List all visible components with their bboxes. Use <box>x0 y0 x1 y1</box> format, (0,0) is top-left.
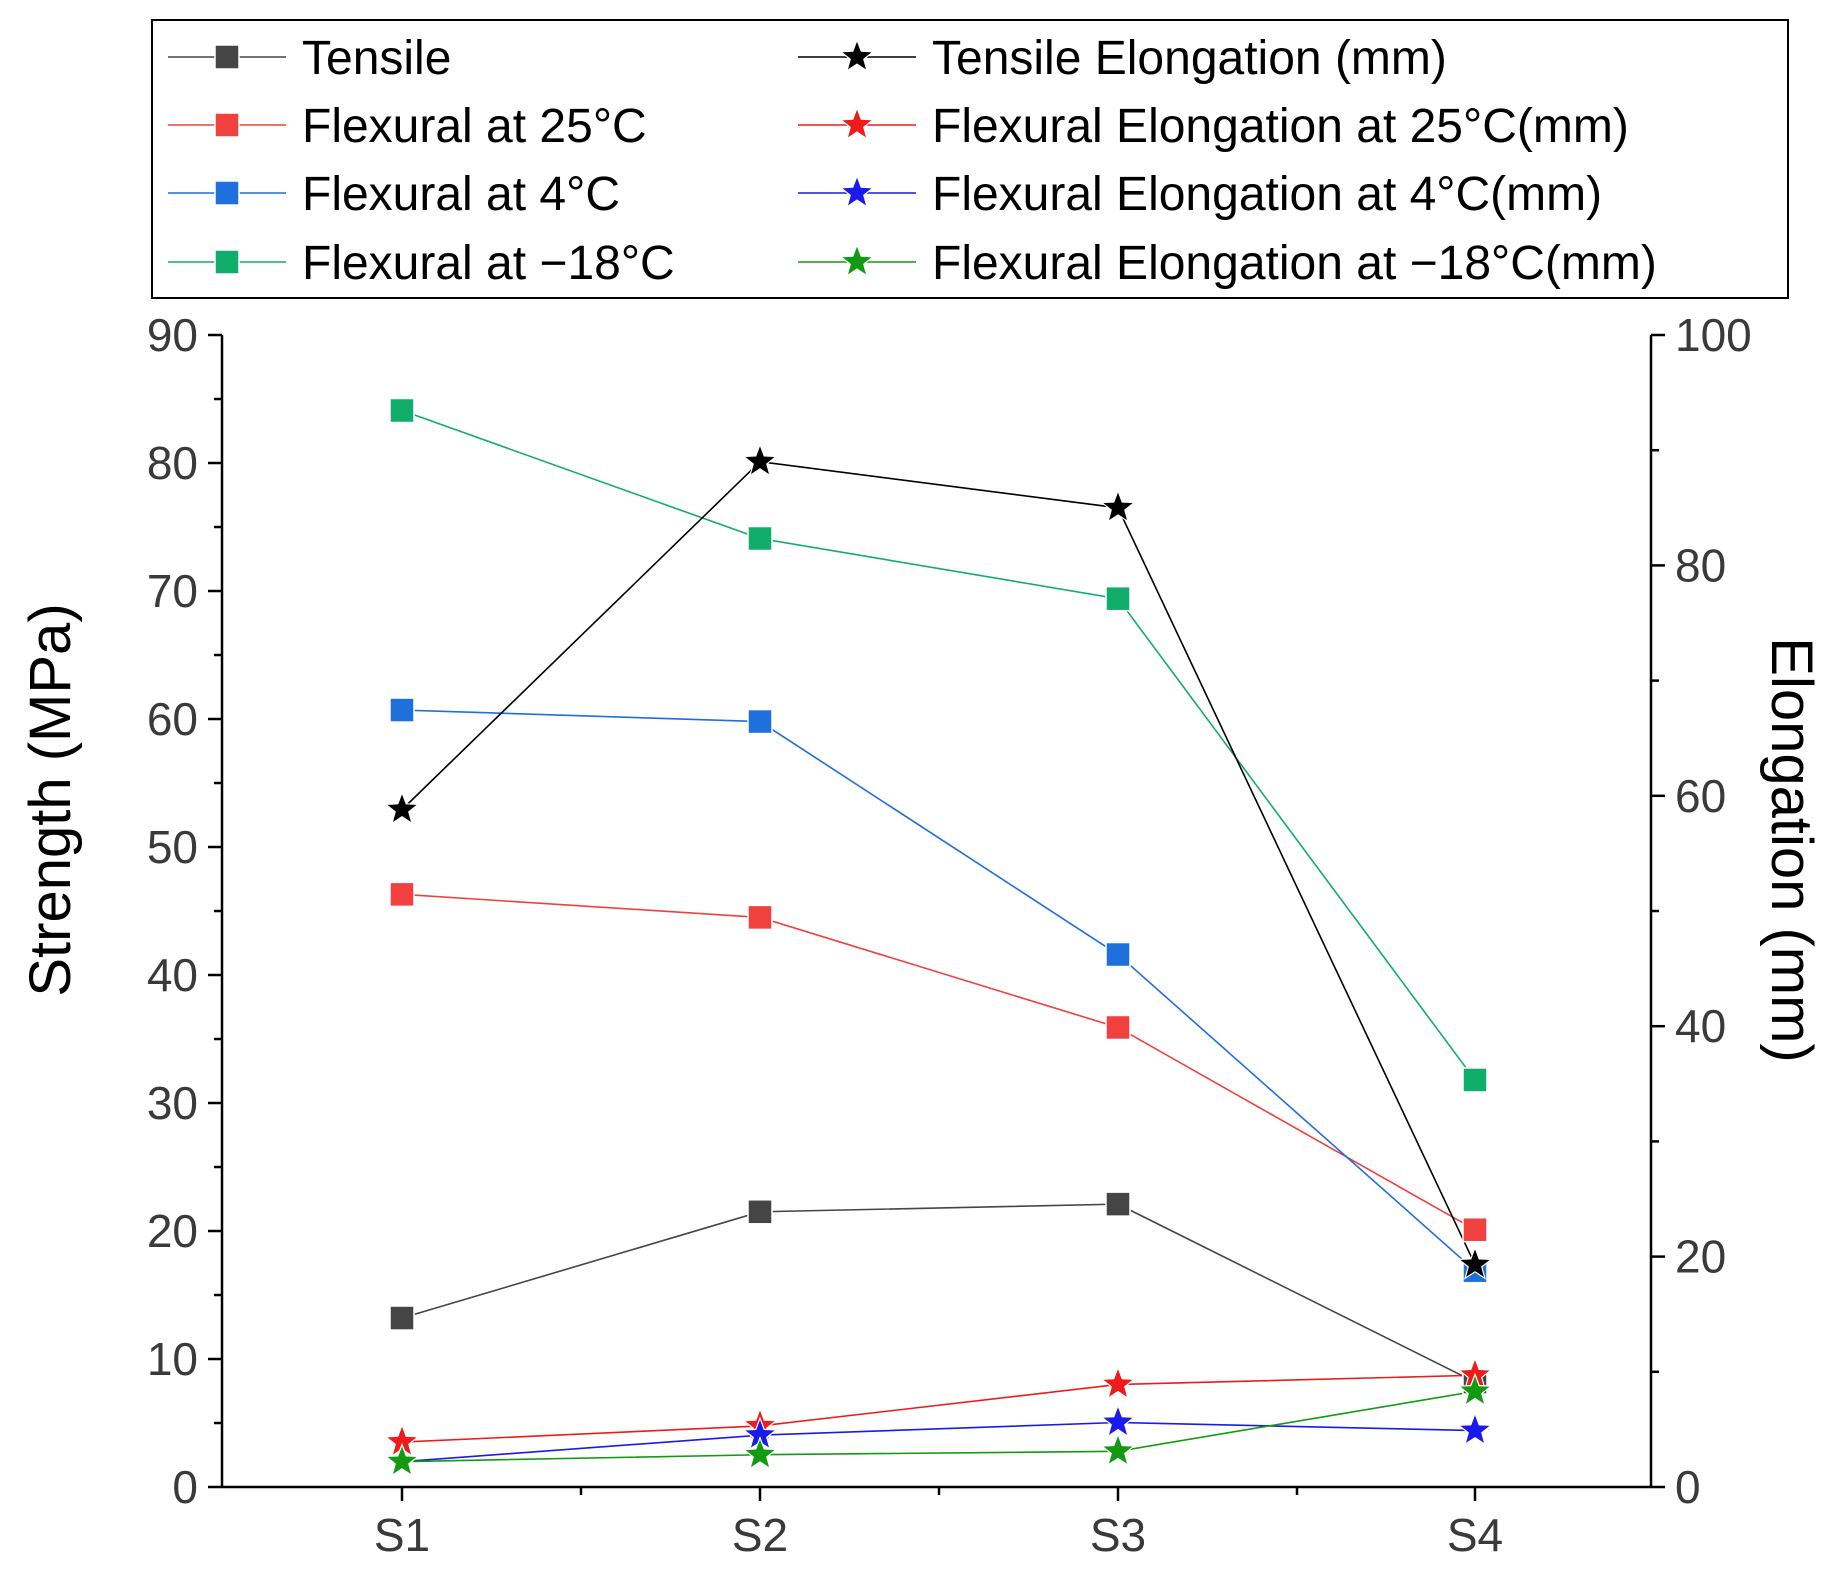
left-axis-title: Strength (MPa) <box>18 603 83 996</box>
plot-area: 0 10 20 30 40 50 60 70 80 90 0 20 40 60 80 100 S1 S2 S3 S4 <box>147 309 1752 1561</box>
data-point-7-0 <box>384 1442 420 1477</box>
data-point-7-1 <box>742 1436 778 1470</box>
data-point-1-1 <box>747 904 773 931</box>
series-line-5 <box>401 1374 1476 1443</box>
right-tick-label: 80 <box>1675 539 1726 591</box>
data-point-2-2 <box>1105 941 1131 968</box>
legend-box <box>151 19 1789 299</box>
series-line-7 <box>401 1390 1476 1463</box>
legend-item: Flexural at 25°C <box>168 100 647 153</box>
left-tick-label: 40 <box>147 949 198 1001</box>
series-markers <box>384 397 1493 1477</box>
right-axis-title: Elongation (mm) <box>1759 637 1824 1062</box>
data-point-2-1 <box>747 708 773 735</box>
left-tick-label: 10 <box>147 1333 198 1385</box>
legend-label: Flexural Elongation at 4°C(mm) <box>932 168 1602 221</box>
data-point-1-3 <box>1462 1216 1488 1243</box>
series-line-1 <box>401 893 1476 1231</box>
data-point-3-2 <box>1105 585 1131 612</box>
legend-item: Tensile <box>168 32 451 85</box>
legend-label: Flexural at 25°C <box>302 100 647 153</box>
left-tick-label: 20 <box>147 1205 198 1257</box>
legend-item: Flexural Elongation at 4°C(mm) <box>798 168 1602 221</box>
legend: Tensile Flexural at 25°C Flexural at 4°C Fl… <box>151 19 1789 299</box>
data-point-0-2 <box>1105 1191 1131 1217</box>
right-tick-label: 60 <box>1675 770 1726 822</box>
left-tick-label: 0 <box>172 1461 198 1513</box>
legend-item: Flexural at 4°C <box>168 168 620 221</box>
legend-item: Tensile Elongation (mm) <box>798 32 1447 85</box>
data-point-4-2 <box>1100 489 1136 523</box>
right-tick-label: 100 <box>1675 309 1752 361</box>
legend-marker <box>214 112 240 138</box>
left-tick-label: 50 <box>147 821 198 873</box>
data-point-0-1 <box>747 1199 773 1225</box>
legend-marker <box>214 44 240 70</box>
legend-label: Flexural at 4°C <box>302 168 620 221</box>
data-point-5-2 <box>1100 1365 1136 1400</box>
left-tick-label: 80 <box>147 437 198 489</box>
series-line-2 <box>401 709 1476 1272</box>
data-point-7-2 <box>1100 1432 1136 1467</box>
legend-label: Flexural at −18°C <box>302 237 675 290</box>
legend-marker <box>214 249 240 275</box>
legend-item: Flexural Elongation at 25°C(mm) <box>798 100 1629 153</box>
left-tick-label: 70 <box>147 565 198 617</box>
legend-marker <box>839 174 875 209</box>
data-point-4-1 <box>742 443 778 477</box>
data-point-7-3 <box>1457 1372 1493 1407</box>
series-lines <box>401 409 1476 1463</box>
series-line-4 <box>401 460 1476 1266</box>
series-line-0 <box>401 1203 1476 1383</box>
legend-label: Tensile Elongation (mm) <box>932 32 1447 85</box>
data-point-3-1 <box>747 525 773 552</box>
data-point-1-0 <box>389 881 415 908</box>
x-tick-label: S1 <box>374 1509 430 1561</box>
legend-item: Flexural at −18°C <box>168 237 675 290</box>
x-tick-label: S2 <box>732 1509 788 1561</box>
data-point-3-0 <box>389 397 415 424</box>
legend-marker <box>214 180 240 206</box>
data-point-0-0 <box>389 1305 415 1331</box>
right-tick-label: 0 <box>1675 1461 1701 1513</box>
legend-label: Tensile <box>302 32 451 85</box>
legend-item: Flexural Elongation at −18°C(mm) <box>798 237 1657 290</box>
left-tick-label: 30 <box>147 1077 198 1129</box>
data-point-4-0 <box>384 790 420 825</box>
data-point-1-2 <box>1105 1014 1131 1041</box>
legend-label: Flexural Elongation at −18°C(mm) <box>932 237 1657 290</box>
series-line-6 <box>401 1421 1476 1463</box>
right-tick-label: 20 <box>1675 1231 1726 1283</box>
data-point-4-3 <box>1457 1245 1493 1280</box>
legend-marker <box>839 106 875 141</box>
x-tick-label: S3 <box>1090 1509 1146 1561</box>
left-tick-label: 90 <box>147 309 198 361</box>
data-point-6-3 <box>1457 1411 1493 1446</box>
data-point-2-0 <box>389 697 415 723</box>
x-tick-label: S4 <box>1447 1509 1503 1561</box>
legend-marker <box>839 38 875 73</box>
legend-label: Flexural Elongation at 25°C(mm) <box>932 100 1629 153</box>
data-point-6-2 <box>1100 1403 1136 1438</box>
legend-marker <box>839 243 875 278</box>
right-tick-label: 40 <box>1675 1000 1726 1052</box>
data-point-3-3 <box>1462 1067 1488 1093</box>
left-tick-label: 60 <box>147 693 198 745</box>
series-line-3 <box>401 409 1476 1081</box>
